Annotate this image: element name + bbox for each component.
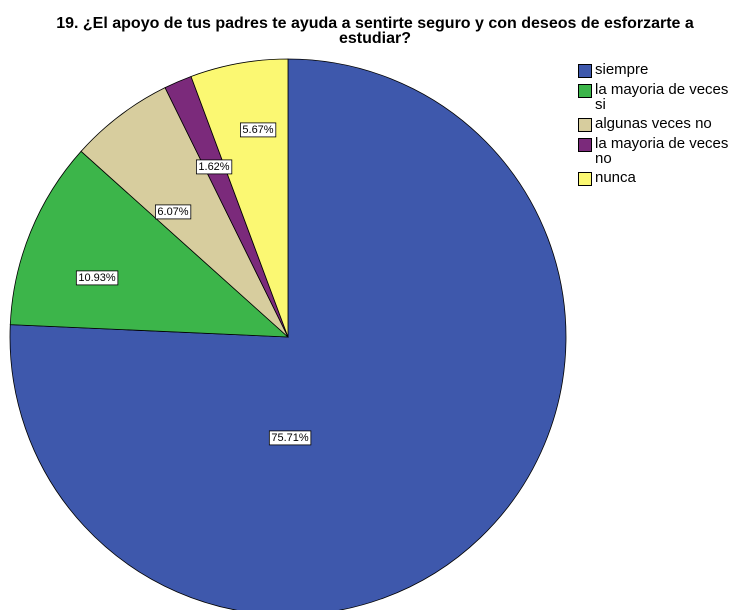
- legend-label: la mayoria de veces si: [595, 81, 729, 113]
- data-label: 1.62%: [198, 161, 229, 173]
- chart-title: 19. ¿El apoyo de tus padres te ayuda a s…: [56, 15, 694, 47]
- data-label-box: [239, 122, 277, 138]
- legend-item: la mayoria de veces no: [578, 136, 730, 166]
- data-label-box: [154, 204, 192, 220]
- legend-label: nunca: [595, 169, 636, 186]
- legend-label: siempre: [595, 61, 649, 78]
- data-label: 5.67%: [242, 124, 273, 136]
- data-label-box: [268, 430, 312, 446]
- pie-slice: [9, 58, 567, 610]
- legend: siempre la mayoria de veces si algunas vec…: [578, 62, 730, 190]
- data-label-box: [195, 159, 233, 175]
- data-label-box: [75, 270, 119, 286]
- legend-swatch: [578, 172, 592, 186]
- data-label: 75.71%: [271, 432, 309, 444]
- pie-slice: [9, 150, 290, 338]
- legend-item: algunas veces no: [578, 116, 730, 132]
- legend-swatch: [578, 64, 592, 78]
- legend-item: la mayoria de veces si: [578, 82, 730, 112]
- legend-label: algunas veces no: [595, 115, 712, 132]
- legend-swatch: [578, 118, 592, 132]
- legend-item: nunca: [578, 170, 730, 186]
- legend-swatch: [578, 138, 592, 152]
- data-label: 6.07%: [157, 206, 188, 218]
- data-label: 10.93%: [78, 272, 116, 284]
- legend-swatch: [578, 84, 592, 98]
- legend-item: siempre: [578, 62, 730, 78]
- legend-label: la mayoria de veces no: [595, 135, 729, 167]
